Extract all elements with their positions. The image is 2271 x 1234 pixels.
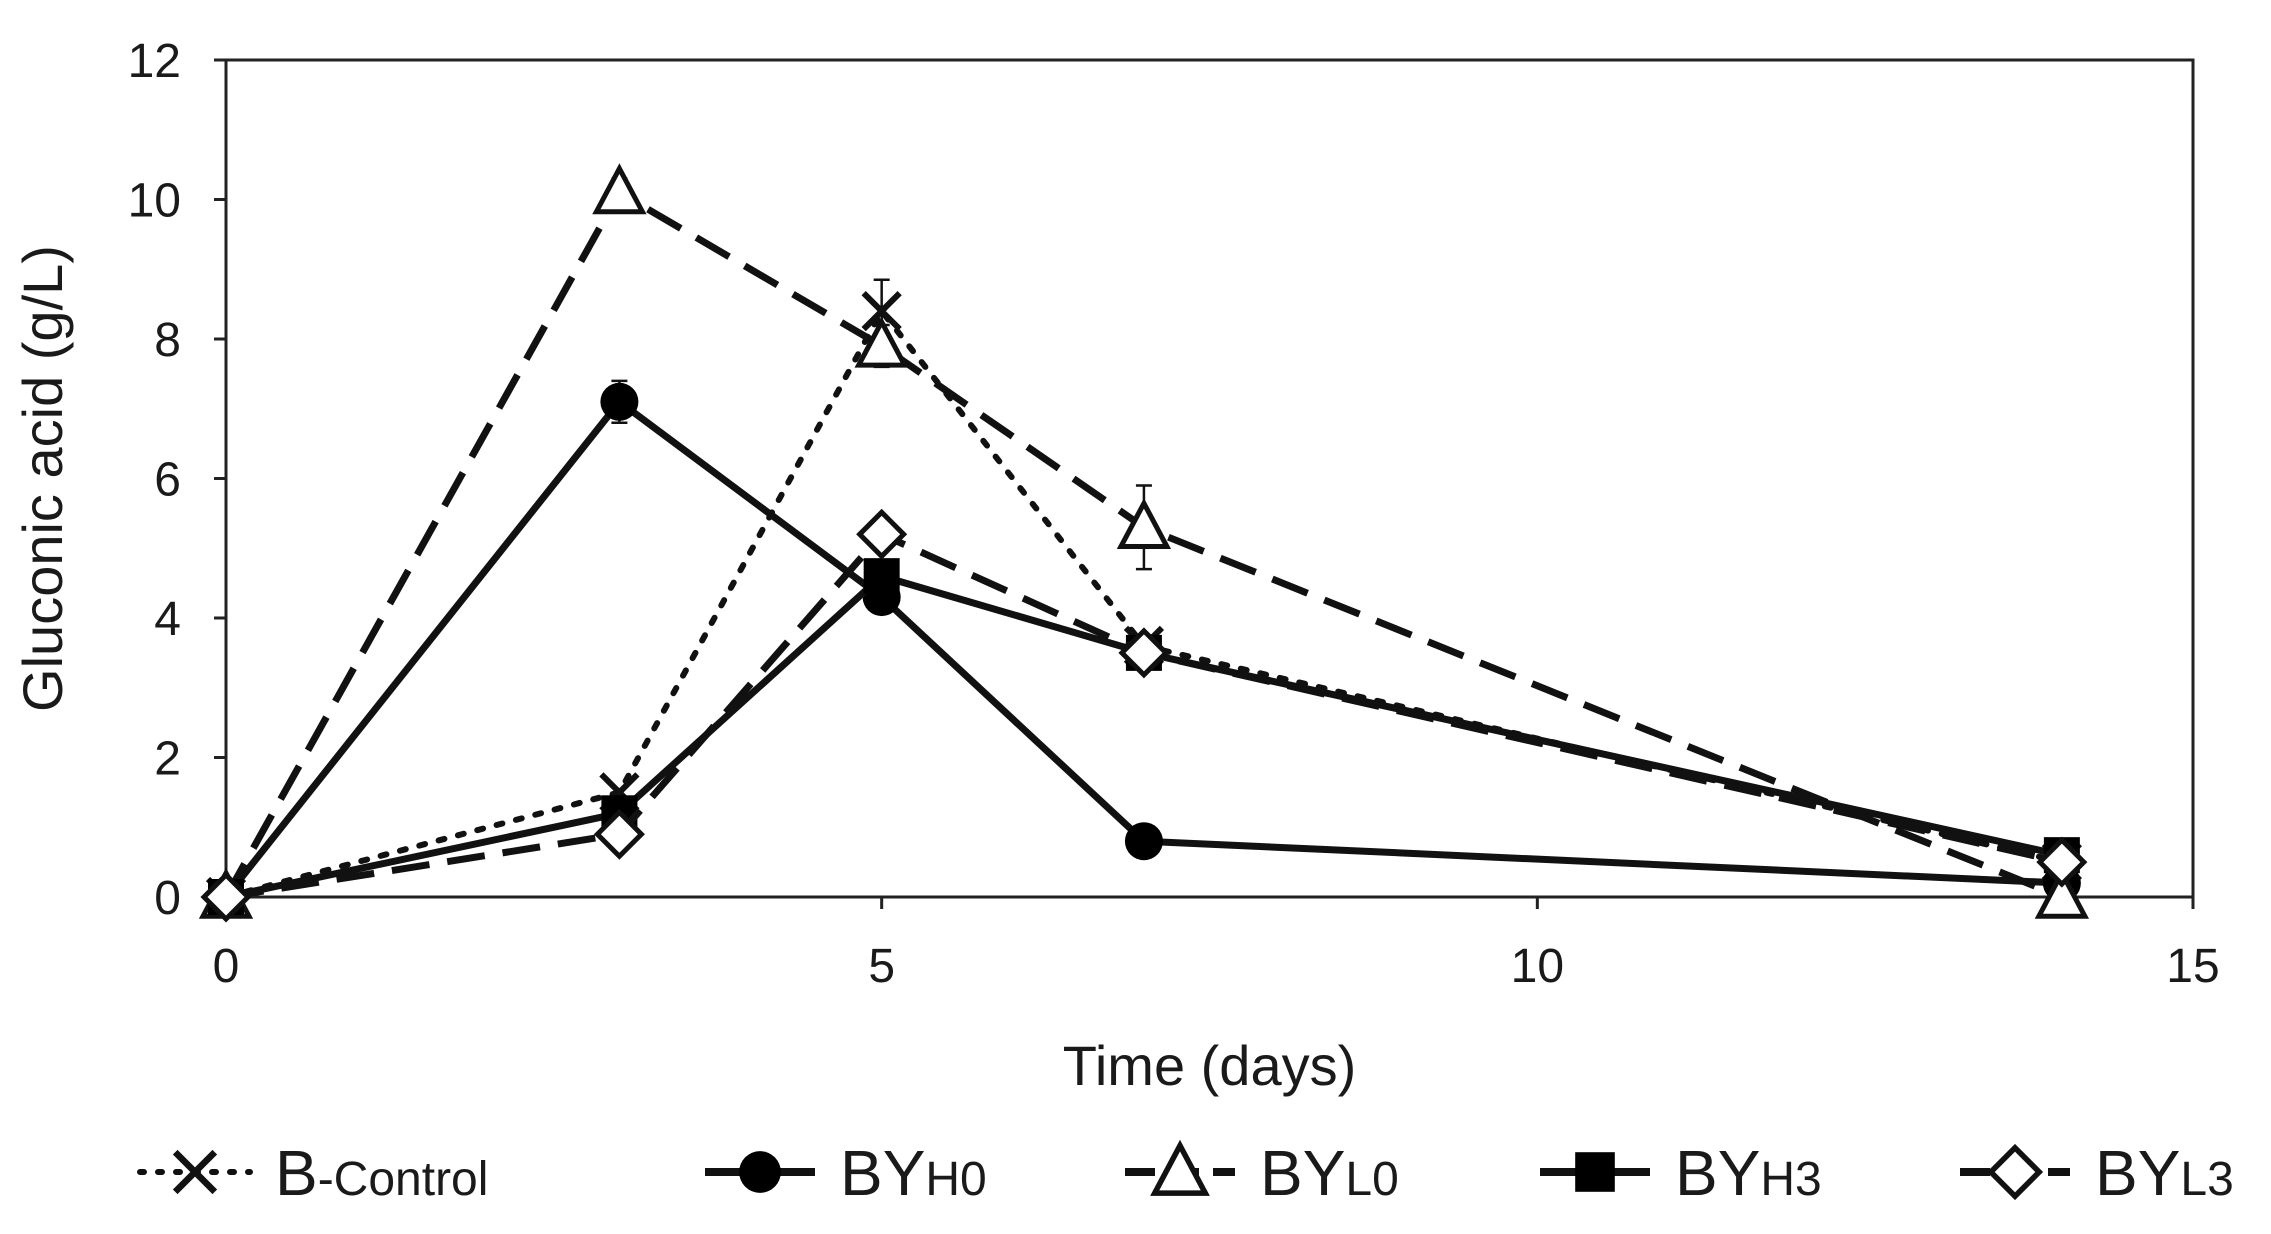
marker-triangle: [854, 316, 909, 368]
series-BYH3: [208, 558, 2080, 915]
legend-label: B-Control: [275, 1137, 488, 1209]
series-layer: [198, 163, 2090, 923]
marker-triangle: [1116, 498, 1172, 550]
legend-item-BYH3: BYH3: [1540, 1137, 1822, 1209]
marker-circle: [600, 382, 639, 421]
marker-x: [861, 290, 902, 332]
legend-item-BYH0: BYH0: [705, 1137, 987, 1209]
y-tick-label: 2: [154, 733, 181, 786]
plot-frame: [224, 58, 2195, 899]
x-tick-label: 15: [2166, 940, 2219, 993]
legend-item-B-Control: B-Control: [137, 1137, 488, 1209]
marker-x: [172, 1149, 218, 1195]
marker-triangle: [2034, 867, 2090, 919]
y-tick-label: 0: [154, 872, 181, 925]
marker-x-stroke: [861, 290, 902, 332]
legend-item-BYL0: BYL0: [1125, 1137, 1399, 1209]
marker-diamond: [856, 508, 908, 560]
legend-label: BYL0: [1260, 1137, 1399, 1209]
marker-square: [1575, 1152, 1615, 1192]
marker-x-stroke: [172, 1149, 218, 1195]
legend-label: BYL3: [2095, 1137, 2234, 1209]
legend-item-BYL3: BYL3: [1960, 1137, 2234, 1209]
y-tick-label: 12: [128, 35, 181, 88]
marker-diamond: [1986, 1143, 2044, 1201]
legend-label-sub: L0: [1345, 1153, 1398, 1206]
marker-triangle: [1150, 1139, 1210, 1196]
legend-label-main: BY: [1260, 1137, 1345, 1209]
x-tick-label: 10: [1511, 940, 1564, 993]
marker-diamond: [593, 808, 645, 860]
marker-circle: [1124, 822, 1163, 861]
marker-circle: [739, 1151, 781, 1193]
y-tick-label: 8: [154, 314, 181, 367]
y-tick-label: 4: [154, 593, 181, 646]
legend-label-main: BY: [1675, 1137, 1760, 1209]
legend-label: BYH0: [840, 1137, 987, 1209]
y-axis-title: Gluconic acid (g/L): [11, 245, 74, 712]
legend-label: BYH3: [1675, 1137, 1822, 1209]
legend-label-sub: -Control: [318, 1153, 489, 1206]
series-line: [222, 189, 2064, 901]
legend-label-main: BY: [840, 1137, 925, 1209]
legend-label-sub: L3: [2180, 1153, 2233, 1206]
axes: 0 2 4 6 8 10 12 0 5 10 15: [128, 35, 2220, 993]
x-axis-title: Time (days): [1063, 1034, 1357, 1097]
x-tick-label: 5: [868, 940, 895, 993]
legend-label-sub: H0: [925, 1153, 986, 1206]
legend-label-main: B: [275, 1137, 318, 1209]
series-BYL3: [200, 508, 2088, 923]
marker-diamond: [1118, 627, 1170, 679]
marker-square: [863, 558, 900, 595]
legend-label-main: BY: [2095, 1137, 2180, 1209]
legend-label-sub: H3: [1760, 1153, 1821, 1206]
legend: B-Control BYH0 BYL0 BYH3 BYL3: [137, 1137, 2234, 1209]
y-tick-label: 10: [128, 175, 181, 228]
y-tick-label: 6: [154, 454, 181, 507]
marker-triangle: [592, 163, 647, 215]
marker-diamond: [200, 871, 252, 923]
x-tick-label: 0: [213, 940, 240, 993]
marker-diamond: [2036, 836, 2088, 888]
series-B-Control: [205, 278, 2082, 918]
